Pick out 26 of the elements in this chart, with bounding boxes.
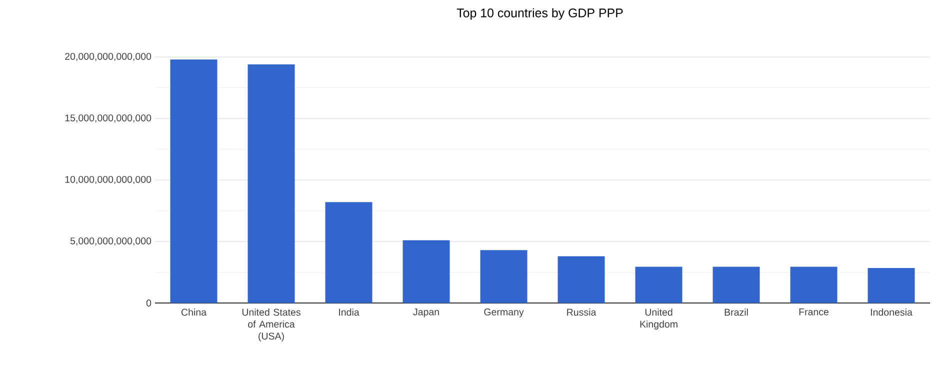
bar [868, 268, 915, 303]
bar [790, 266, 838, 303]
chart-title: Top 10 countries by GDP PPP [456, 8, 623, 20]
x-tick-label: France [799, 308, 829, 316]
bar [170, 59, 218, 303]
x-tick-label: Germany [484, 308, 524, 318]
x-tick-label: United States of America (USA) [242, 308, 300, 342]
x-tick-label: Brazil [724, 308, 748, 316]
bar [325, 202, 372, 303]
y-tick-label: 10,000,000,000,000 [65, 176, 152, 184]
bar [480, 250, 528, 303]
y-tick-label: 0 [146, 300, 152, 306]
x-tick-label: Russia [567, 308, 596, 316]
bar [248, 64, 295, 303]
bar [635, 266, 682, 303]
bar [712, 266, 760, 303]
x-tick-label: Japan [413, 308, 439, 318]
x-tick-label: China [182, 308, 207, 316]
y-tick-label: 20,000,000,000,000 [65, 52, 152, 62]
bar [558, 256, 605, 303]
x-tick-label: United Kingdom [640, 308, 678, 330]
bar [402, 240, 450, 303]
y-tick-label: 5,000,000,000,000 [70, 237, 152, 246]
x-tick-label: India [339, 308, 360, 316]
y-tick-label: 15,000,000,000,000 [65, 114, 152, 123]
x-tick-label: Indonesia [871, 308, 912, 316]
